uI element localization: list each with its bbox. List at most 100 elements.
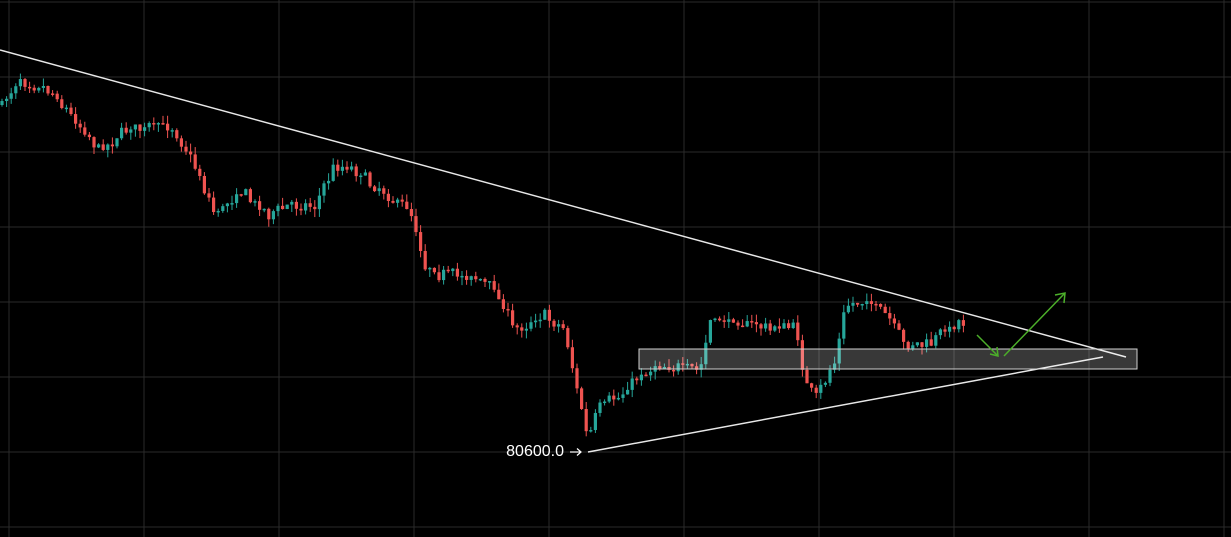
candle-body (216, 210, 220, 213)
candle-body (147, 123, 151, 128)
candle-body (437, 272, 441, 281)
candle-body (851, 302, 855, 306)
candle-body (497, 289, 501, 300)
candle-body (529, 322, 533, 329)
projection-arrows (976, 292, 1066, 357)
candle-body (78, 123, 82, 128)
candle-body (699, 364, 703, 370)
arrow-up (1003, 292, 1066, 357)
candle-body (179, 138, 183, 147)
candle-body (897, 323, 901, 330)
candle-body (938, 329, 942, 336)
candle-body (202, 175, 206, 194)
candle-body (635, 378, 639, 381)
candle-body (874, 303, 878, 306)
candle-body (120, 127, 124, 139)
candle-body (787, 323, 791, 329)
candle-body (276, 205, 280, 212)
candle-body (934, 335, 938, 346)
candle-body (681, 363, 685, 365)
candle-body (354, 166, 358, 177)
candle-body (598, 402, 602, 413)
candle-body (865, 301, 869, 305)
candle-body (363, 172, 367, 176)
candle-body (483, 278, 487, 282)
candle-body (713, 318, 717, 321)
candle-body (534, 320, 538, 323)
candle-body (718, 318, 722, 321)
candle-body (340, 166, 344, 171)
candle-body (69, 107, 73, 115)
candle-body (570, 347, 574, 369)
candle-body (345, 166, 349, 170)
candle-body (212, 197, 216, 213)
candle-body (64, 107, 68, 110)
candle-body (166, 123, 170, 131)
candle-body (391, 200, 395, 203)
candle-body (271, 211, 275, 220)
candle-body (621, 394, 625, 398)
candle-body (506, 308, 510, 311)
price-label-arrow (570, 448, 582, 456)
candle-body (676, 363, 680, 372)
candle-body (156, 123, 160, 125)
candle-body (828, 369, 832, 383)
candle-body (83, 127, 87, 135)
candle-body (538, 319, 542, 322)
candle-body (575, 368, 579, 389)
candle-body (754, 322, 758, 325)
support-trendline (587, 356, 1104, 453)
candle-body (704, 342, 708, 365)
candle-body (207, 193, 211, 198)
candle-body (455, 268, 459, 277)
candle-body (248, 189, 252, 203)
candle-body (741, 325, 745, 328)
candle-body (731, 319, 735, 323)
candle-body (368, 172, 372, 187)
candle-body (515, 325, 519, 328)
candle-body (589, 430, 593, 432)
candle-body (5, 98, 9, 102)
candle-body (662, 366, 666, 369)
candle-body (331, 164, 335, 181)
candle-body (51, 93, 55, 95)
candle-body (262, 208, 266, 211)
candle-body (791, 322, 795, 329)
candle-body (764, 323, 768, 329)
candle-body (478, 278, 482, 281)
candle-body (170, 130, 174, 132)
support-zone (638, 348, 1138, 370)
candle-body (101, 144, 105, 150)
candle-body (299, 208, 303, 211)
candle-body (9, 93, 13, 99)
candle-body (465, 275, 469, 280)
candle-body (833, 363, 837, 370)
candle-body (152, 123, 156, 125)
candle-body (419, 232, 423, 251)
candle-body (943, 329, 947, 332)
candle-body (451, 268, 455, 272)
candle-body (239, 194, 243, 196)
candle-body (446, 269, 450, 272)
candle-body (888, 313, 892, 319)
candle-body (814, 387, 818, 393)
candle-body (442, 269, 446, 281)
candle-body (129, 129, 133, 133)
candle-body (929, 339, 933, 346)
candle-body (74, 114, 78, 124)
candle-body (736, 322, 740, 326)
candle-body (267, 208, 271, 220)
candle-body (230, 203, 234, 205)
candle-body (879, 303, 883, 307)
candle-body (566, 328, 570, 348)
candle-body (800, 340, 804, 370)
candle-body (685, 363, 689, 366)
candle-body (225, 203, 229, 207)
candle-body (290, 201, 294, 205)
candle-body (690, 363, 694, 367)
candle-body (336, 164, 340, 171)
candle-body (97, 144, 101, 148)
